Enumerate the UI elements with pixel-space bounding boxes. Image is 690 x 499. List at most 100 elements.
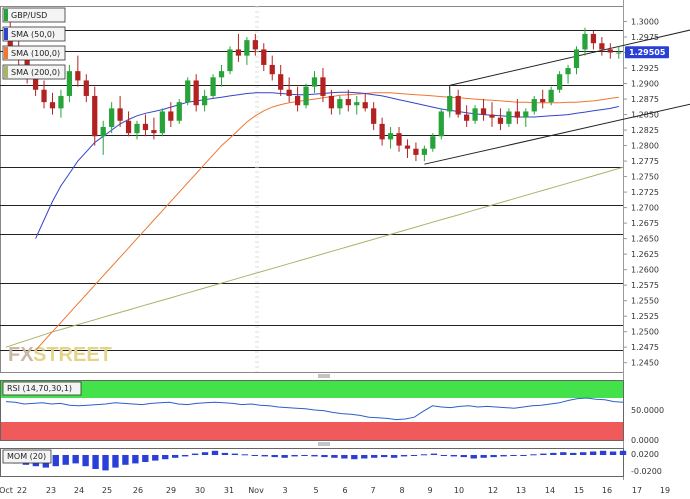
mom-legend[interactable]: MOM (20) (2, 449, 52, 464)
momentum-panel: MOM (20) 0.0200 -0.0200 (0, 448, 662, 477)
rsi-legend[interactable]: RSI (14,70,30,1) (2, 381, 82, 396)
mom-bar (540, 453, 547, 455)
candle-body (320, 77, 326, 96)
candle (455, 89, 461, 118)
current-price-tag (625, 46, 669, 59)
candle-body (328, 95, 335, 109)
legend-label: GBP/USD (11, 11, 47, 20)
legend-item[interactable]: SMA (200,0) (2, 64, 66, 80)
sma100-swatch-icon (4, 47, 8, 59)
mom-bar (371, 455, 378, 458)
candle (573, 46, 580, 75)
candle-body (582, 33, 588, 50)
mom-bar (181, 455, 189, 457)
candle (523, 108, 529, 127)
candle (176, 99, 182, 124)
mom-bar (231, 453, 239, 455)
candle-body (32, 74, 39, 90)
candle-body (109, 108, 115, 127)
sma50-line (35, 91, 619, 239)
candle-body (202, 95, 208, 106)
candle (311, 71, 318, 93)
mom-bar (510, 455, 517, 456)
mom-bar (530, 454, 537, 456)
y-tick-label: 1.2875 (631, 95, 659, 104)
candle-body (92, 95, 98, 137)
resize-handle[interactable] (318, 374, 330, 378)
rsi-oversold-zone (0, 422, 623, 440)
candle (396, 126, 402, 152)
watermark-street: STREET (33, 344, 112, 366)
candle-body (540, 99, 546, 103)
mom-bar (341, 455, 348, 459)
watermark-fx: FX (8, 344, 34, 366)
y-tick-label: 1.2650 (631, 235, 659, 244)
candle (151, 117, 157, 140)
mom-bar (460, 455, 467, 458)
x-tick-label: 10 (454, 486, 464, 495)
candle (565, 64, 571, 84)
sma200-line (5, 166, 624, 348)
candle (185, 77, 191, 106)
x-tick-label: 3 (282, 486, 287, 495)
mom-bar (102, 455, 109, 471)
mom-bar (390, 455, 398, 458)
candle-body (573, 49, 580, 69)
x-tick-label: 13 (516, 486, 526, 495)
x-tick-label: 26 (133, 486, 143, 495)
mom-bar (480, 455, 487, 458)
y-tick-label: 1.2900 (631, 80, 659, 89)
x-tick-label: 23 (46, 486, 56, 495)
candle-body (497, 117, 504, 124)
legend-item[interactable]: SMA (100,0) (2, 45, 66, 61)
mom-bar (311, 455, 318, 457)
candle-body (294, 95, 301, 106)
rsi-panel: RSI (14,70,30,1) 50.0000 0.0000 (0, 380, 664, 445)
candle (548, 86, 554, 106)
candle (142, 114, 149, 137)
candle (464, 105, 470, 127)
candle (472, 105, 478, 124)
candle (58, 89, 64, 118)
candle (582, 27, 588, 56)
mom-bar (440, 455, 448, 456)
candle (252, 33, 258, 56)
candle-body (599, 43, 605, 50)
sma50-swatch-icon (4, 28, 8, 40)
y-tick-label: 1.2975 (631, 33, 659, 42)
candle-body (464, 114, 470, 121)
y-tick-label: 1.2450 (631, 359, 659, 368)
legend-item[interactable]: GBP/USD (2, 7, 66, 23)
candle-body (252, 40, 258, 50)
candle-body (193, 80, 199, 106)
candle-body (100, 126, 106, 137)
sma100-line (35, 92, 619, 351)
mom-legend-label: MOM (20) (7, 452, 46, 461)
rsi-line (5, 397, 624, 421)
y-tick-label: 1.2925 (631, 64, 659, 73)
sma200-swatch-icon (4, 66, 8, 78)
candle (489, 102, 495, 127)
y-tick-label: 1.2800 (631, 142, 659, 151)
legend-item[interactable]: SMA (50,0) (2, 26, 66, 42)
candle (447, 92, 453, 118)
mom-bar (400, 455, 408, 457)
mom-bar (112, 455, 119, 468)
mom-bar (570, 452, 577, 455)
candle (269, 55, 275, 81)
candle-body (210, 77, 216, 96)
mom-bar (72, 455, 79, 464)
rsi-overbought-zone (0, 380, 623, 398)
mom-bar (152, 455, 159, 461)
x-tick-label: 25 (102, 486, 112, 495)
mom-bar (321, 455, 328, 458)
candle (362, 92, 368, 112)
candle-body (278, 74, 284, 90)
candle-body (565, 68, 571, 75)
candle-body (337, 99, 343, 109)
resize-handle[interactable] (318, 442, 330, 446)
candle-body (506, 111, 512, 124)
candle (202, 89, 208, 112)
mom-bar (132, 455, 139, 464)
